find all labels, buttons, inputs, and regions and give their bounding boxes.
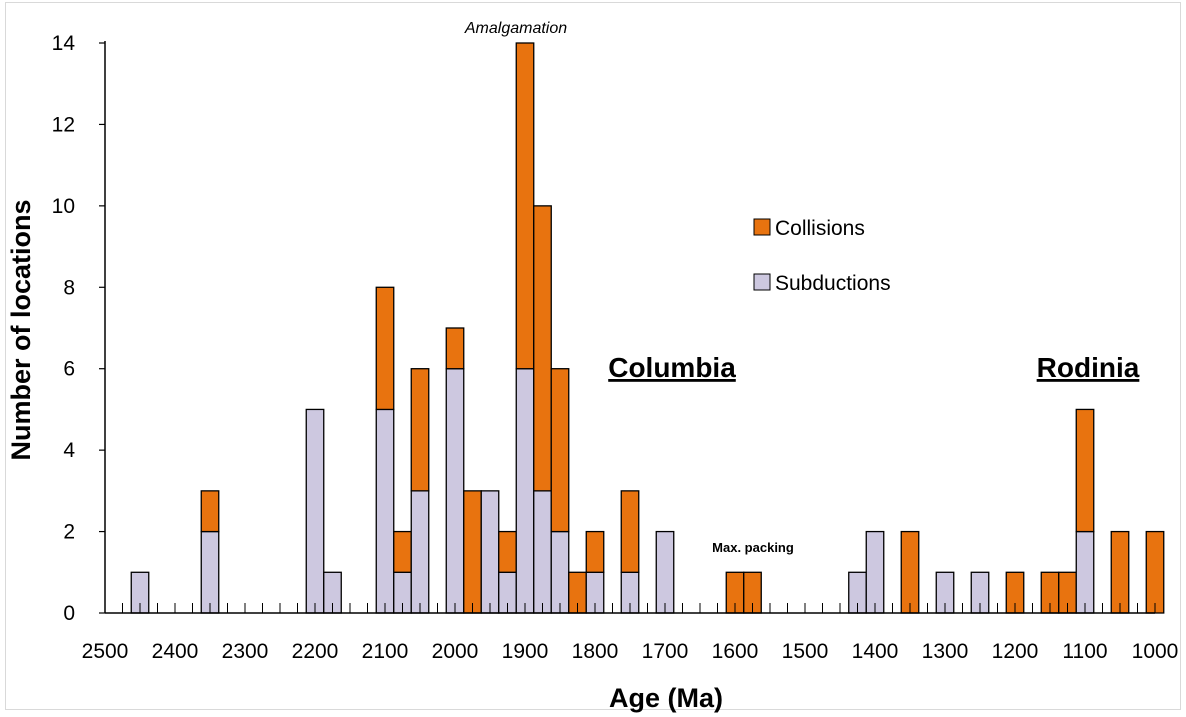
y-tick-label-10: 10 bbox=[52, 195, 75, 218]
x-tick-label-1700: 1700 bbox=[642, 640, 689, 663]
x-tick-label-2500: 2500 bbox=[82, 640, 129, 663]
x-tick-label-1400: 1400 bbox=[852, 640, 899, 663]
x-tick-label-2100: 2100 bbox=[362, 640, 409, 663]
bar-subductions-1850 bbox=[550, 530, 570, 614]
bar-collisions-2075 bbox=[393, 530, 412, 573]
bar-collisions-1100 bbox=[1075, 408, 1095, 533]
bar-subductions-2050 bbox=[410, 490, 430, 614]
x-tick-label-1000: 1000 bbox=[1132, 640, 1179, 663]
y-tick-label-12: 12 bbox=[52, 113, 75, 136]
bar-collisions-1000 bbox=[1145, 530, 1165, 614]
bar-collisions-2100 bbox=[375, 286, 395, 411]
x-tick-label-1900: 1900 bbox=[502, 640, 549, 663]
y-tick-label-0: 0 bbox=[63, 602, 75, 625]
legend-swatch-collisions bbox=[753, 218, 771, 236]
bar-subductions-1100 bbox=[1075, 530, 1095, 614]
bars-group bbox=[130, 42, 1165, 614]
y-tick-label-14: 14 bbox=[52, 32, 76, 55]
bar-subductions-1700 bbox=[655, 530, 675, 614]
x-tick-label-1600: 1600 bbox=[712, 640, 759, 663]
x-tick-label-1300: 1300 bbox=[922, 640, 969, 663]
bar-subductions-1875 bbox=[533, 490, 552, 614]
legend-label-subductions: Subductions bbox=[775, 272, 891, 295]
bar-collisions-1350 bbox=[900, 530, 920, 614]
bar-collisions-2000 bbox=[445, 327, 465, 370]
bar-collisions-1800 bbox=[585, 530, 605, 573]
y-axis-title: Number of locations bbox=[6, 199, 36, 460]
x-tick-label-2000: 2000 bbox=[432, 640, 479, 663]
bar-collisions-1850 bbox=[550, 368, 570, 533]
legend-swatch-subductions bbox=[753, 273, 771, 291]
x-tick-label-2400: 2400 bbox=[152, 640, 199, 663]
x-tick-label-1100: 1100 bbox=[1062, 640, 1107, 663]
bar-subductions-2350 bbox=[200, 530, 220, 614]
y-tick-label-4: 4 bbox=[63, 439, 75, 462]
bar-collisions-2050 bbox=[410, 368, 430, 492]
bar-collisions-2350 bbox=[200, 490, 220, 533]
legend: Collisions Subductions bbox=[753, 217, 891, 295]
legend-label-collisions: Collisions bbox=[775, 217, 865, 240]
y-tick-label-2: 2 bbox=[63, 521, 75, 544]
x-tick-label-1800: 1800 bbox=[572, 640, 619, 663]
bar-subductions-1400 bbox=[865, 530, 885, 614]
bar-collisions-1750 bbox=[620, 490, 640, 573]
bar-collisions-1900 bbox=[515, 42, 535, 370]
bar-collisions-1875 bbox=[533, 205, 552, 492]
axes-group: 0 2 4 6 8 10 12 14 2500 2400 2300 2200 2100 2000 1900 1… bbox=[52, 32, 1179, 663]
bar-collisions-1050 bbox=[1110, 530, 1130, 614]
bar-subductions-2200 bbox=[305, 408, 325, 614]
bar-subductions-1950 bbox=[480, 490, 500, 614]
bar-subductions-2000 bbox=[445, 368, 465, 614]
x-axis-title: Age (Ma) bbox=[609, 683, 723, 713]
chart-frame bbox=[5, 2, 1181, 710]
bar-collisions-1975 bbox=[463, 490, 482, 614]
x-tick-label-2300: 2300 bbox=[222, 640, 269, 663]
x-tick-label-2200: 2200 bbox=[292, 640, 339, 663]
annotation-rodinia: Rodinia bbox=[1037, 352, 1140, 383]
y-tick-label-8: 8 bbox=[63, 276, 75, 299]
bar-subductions-1900 bbox=[515, 368, 535, 614]
x-tick-label-1200: 1200 bbox=[992, 640, 1039, 663]
annotation-amalgamation: Amalgamation bbox=[464, 20, 567, 37]
bar-collisions-1925 bbox=[498, 530, 517, 573]
y-tick-label-6: 6 bbox=[63, 358, 75, 381]
x-tick-label-1500: 1500 bbox=[782, 640, 829, 663]
bar-subductions-2100 bbox=[375, 408, 395, 614]
annotation-columbia: Columbia bbox=[608, 352, 736, 383]
annotation-max-packing: Max. packing bbox=[712, 540, 794, 555]
